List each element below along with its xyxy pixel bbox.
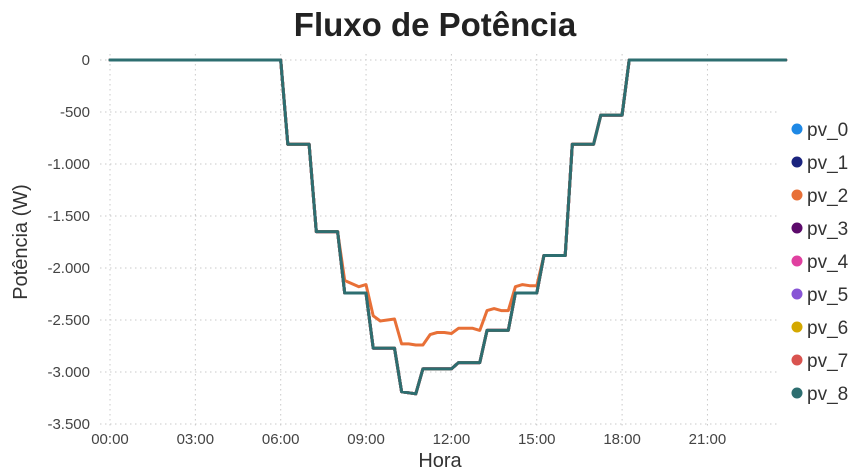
legend-marker xyxy=(791,387,803,399)
legend-marker xyxy=(791,321,803,333)
x-tick-label: 00:00 xyxy=(91,431,129,448)
legend-marker xyxy=(791,156,803,168)
series-line-pv-3 xyxy=(108,58,788,396)
legend-label: pv_7 xyxy=(807,351,848,372)
y-tick-label: -3.000 xyxy=(47,364,90,381)
y-tick-label: -3.500 xyxy=(47,416,90,433)
legend-marker xyxy=(791,123,803,135)
series-line-pv-5 xyxy=(108,58,788,396)
series-line-pv-6 xyxy=(108,58,788,396)
x-tick-label: 12:00 xyxy=(433,431,471,448)
legend-marker xyxy=(791,222,803,234)
legend-marker xyxy=(791,189,803,201)
y-tick-label: -500 xyxy=(60,104,90,121)
legend-label: pv_3 xyxy=(807,219,848,240)
x-tick-label: 03:00 xyxy=(177,431,215,448)
legend-marker xyxy=(791,288,803,300)
x-tick-label: 09:00 xyxy=(347,431,385,448)
legend-marker xyxy=(791,354,803,366)
legend-label: pv_0 xyxy=(807,120,848,141)
y-axis-ticks: 0 -500 -1.000 -1.500 -2.000 -2.500 -3.000 -3.50… xyxy=(47,52,90,433)
series-line-pv-0 xyxy=(108,58,788,396)
series-line-pv-1 xyxy=(108,58,788,396)
series-line-pv-8 xyxy=(108,58,788,396)
legend-label: pv_6 xyxy=(807,318,848,339)
series-line-pv-7 xyxy=(108,58,788,396)
x-axis-label: Hora xyxy=(418,450,462,472)
legend-label: pv_8 xyxy=(807,384,848,405)
x-tick-label: 21:00 xyxy=(689,431,727,448)
series-line-pv-2 xyxy=(108,58,788,347)
series-line-pv-4 xyxy=(108,58,788,396)
legend-marker xyxy=(791,255,803,267)
series-lines xyxy=(108,58,788,396)
x-tick-label: 18:00 xyxy=(603,431,641,448)
y-tick-label: -1.500 xyxy=(47,208,90,225)
grid-lines xyxy=(100,54,778,428)
legend-label: pv_1 xyxy=(807,153,848,174)
y-axis-label: Potência (W) xyxy=(10,184,32,300)
y-tick-label: -2.500 xyxy=(47,312,90,329)
y-tick-label: -1.000 xyxy=(47,156,90,173)
legend-label: pv_2 xyxy=(807,186,848,207)
legend-label: pv_5 xyxy=(807,285,848,306)
legend-label: pv_4 xyxy=(807,252,849,273)
x-tick-label: 06:00 xyxy=(262,431,300,448)
y-tick-label: 0 xyxy=(82,52,90,69)
legend: pv_0 pv_1 pv_2 pv_3 pv_4 pv_5 pv_6 pv_7 pv_8 xyxy=(791,120,849,405)
x-tick-label: 15:00 xyxy=(518,431,556,448)
chart-title: Fluxo de Potência xyxy=(294,6,577,43)
y-tick-label: -2.000 xyxy=(47,260,90,277)
x-axis-ticks: 00:00 03:00 06:00 09:00 12:00 15:00 18:00 21:00 xyxy=(91,431,726,448)
